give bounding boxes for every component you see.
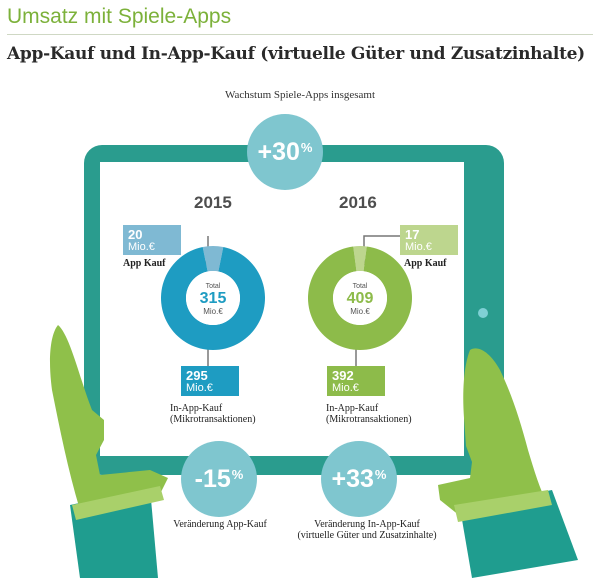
label-2015-app-kauf: App Kauf <box>123 258 166 269</box>
donut-2016-slice-app-kauf <box>353 246 367 272</box>
label-2015-in-app-kauf: In-App-Kauf (Mikrotransaktionen) <box>170 403 256 425</box>
donut-2016-center: Total 409 Mio.€ <box>346 283 374 316</box>
change-app-kauf-label: Veränderung App-Kauf <box>173 519 267 530</box>
chart-subtitle: App-Kauf und In-App-Kauf (virtuelle Güte… <box>7 44 585 64</box>
change-in-app-kauf-label: Veränderung In-App-Kauf (virtuelle Güter … <box>297 519 437 541</box>
tag-2015-app-kauf: 20 Mio.€ <box>123 225 181 255</box>
donut-2015-slice-in-app-kauf <box>160 247 265 350</box>
year-2016-label: 2016 <box>339 193 377 212</box>
donut-2016-hole <box>333 271 387 325</box>
donut-2016-slice-in-app-kauf <box>308 246 412 350</box>
donut-2015-slice-app-kauf <box>202 246 224 272</box>
left-hand-cuff <box>72 486 164 520</box>
tag-2016-in-app-kauf: 392 Mio.€ <box>327 366 385 396</box>
page-title: Umsatz mit Spiele-Apps <box>7 5 232 28</box>
right-hand-cuff <box>454 490 552 522</box>
tag-2016-app-kauf: 17 Mio.€ <box>400 225 458 255</box>
year-2015-label: 2015 <box>194 193 232 212</box>
title-divider <box>7 34 593 35</box>
growth-bubble: +30% <box>247 114 323 190</box>
donut-2015-hole <box>186 271 240 325</box>
label-2016-in-app-kauf: In-App-Kauf (Mikrotransaktionen) <box>326 403 412 425</box>
growth-label: Wachstum Spiele-Apps insgesamt <box>224 89 376 101</box>
left-hand <box>50 325 168 510</box>
change-app-kauf-bubble: -15% <box>181 441 257 517</box>
donut-2015-center: Total 315 Mio.€ <box>199 283 227 316</box>
tag-2015-in-app-kauf: 295 Mio.€ <box>181 366 239 396</box>
tablet-home-button <box>478 308 488 318</box>
label-2016-app-kauf: App Kauf <box>404 258 447 269</box>
right-hand <box>438 348 548 520</box>
change-in-app-kauf-bubble: +33% <box>321 441 397 517</box>
